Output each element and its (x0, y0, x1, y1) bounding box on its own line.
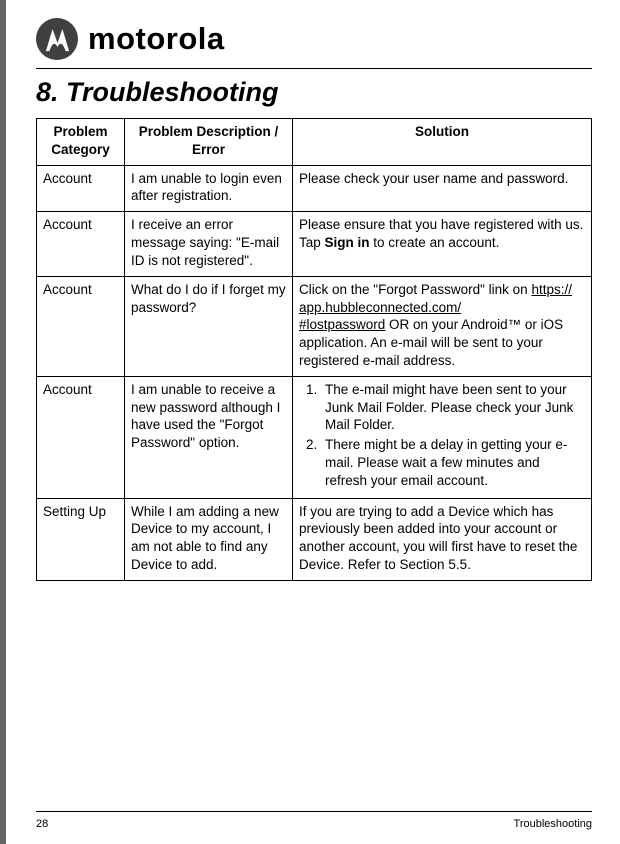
solution-list-item: The e-mail might have been sent to your … (321, 381, 585, 434)
cell-description: I am unable to receive a new password al… (125, 376, 293, 498)
cell-solution: The e-mail might have been sent to your … (293, 376, 592, 498)
table-row: Account I am unable to receive a new pas… (37, 376, 592, 498)
left-margin-bar (0, 0, 6, 844)
cell-category: Setting Up (37, 498, 125, 580)
table-row: Setting Up While I am adding a new Devic… (37, 498, 592, 580)
cell-category: Account (37, 212, 125, 276)
solution-text: Click on the "Forgot Password" link on (299, 282, 531, 297)
document-page: motorola 8. Troubleshooting Problem Cate… (0, 0, 620, 844)
solution-link[interactable]: https:// (531, 282, 572, 297)
cell-category: Account (37, 165, 125, 212)
cell-solution: Please ensure that you have registered w… (293, 212, 592, 276)
solution-text: to create an account. (370, 235, 500, 250)
cell-solution: Click on the "Forgot Password" link on h… (293, 276, 592, 376)
cell-description: I receive an error message saying: "E-ma… (125, 212, 293, 276)
brand-header: motorola (36, 18, 592, 60)
page-number: 28 (36, 818, 48, 830)
footer-rule (36, 811, 592, 812)
cell-description: I am unable to login even after registra… (125, 165, 293, 212)
footer-label: Troubleshooting (514, 818, 592, 830)
cell-solution: If you are trying to add a Device which … (293, 498, 592, 580)
table-row: Account I am unable to login even after … (37, 165, 592, 212)
solution-bold: Sign in (325, 235, 370, 250)
cell-solution: Please check your user name and password… (293, 165, 592, 212)
header-description: Problem Description / Error (125, 119, 293, 166)
page-footer: 28 Troubleshooting (0, 811, 620, 844)
header-solution: Solution (293, 119, 592, 166)
table-row: Account I receive an error message sayin… (37, 212, 592, 276)
motorola-logo-icon (36, 18, 78, 60)
cell-category: Account (37, 276, 125, 376)
solution-list: The e-mail might have been sent to your … (299, 381, 585, 490)
solution-list-item: There might be a delay in getting your e… (321, 436, 585, 489)
motorola-wordmark: motorola (88, 21, 225, 57)
cell-description: While I am adding a new Device to my acc… (125, 498, 293, 580)
table-row: Account What do I do if I forget my pass… (37, 276, 592, 376)
solution-link[interactable]: app.hubbleconnected.com/ (299, 300, 461, 315)
table-header-row: Problem Category Problem Description / E… (37, 119, 592, 166)
cell-description: What do I do if I forget my password? (125, 276, 293, 376)
cell-category: Account (37, 376, 125, 498)
solution-link[interactable]: #lostpassword (299, 317, 385, 332)
section-title: 8. Troubleshooting (36, 77, 592, 108)
header-category: Problem Category (37, 119, 125, 166)
header-rule (36, 68, 592, 69)
troubleshooting-table: Problem Category Problem Description / E… (36, 118, 592, 581)
